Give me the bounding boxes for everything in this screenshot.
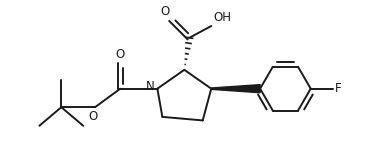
Text: OH: OH: [213, 11, 231, 24]
Text: O: O: [89, 110, 98, 123]
Text: F: F: [335, 82, 342, 95]
Polygon shape: [211, 85, 260, 93]
Text: O: O: [160, 5, 169, 18]
Text: N: N: [146, 80, 155, 93]
Text: O: O: [116, 48, 125, 61]
